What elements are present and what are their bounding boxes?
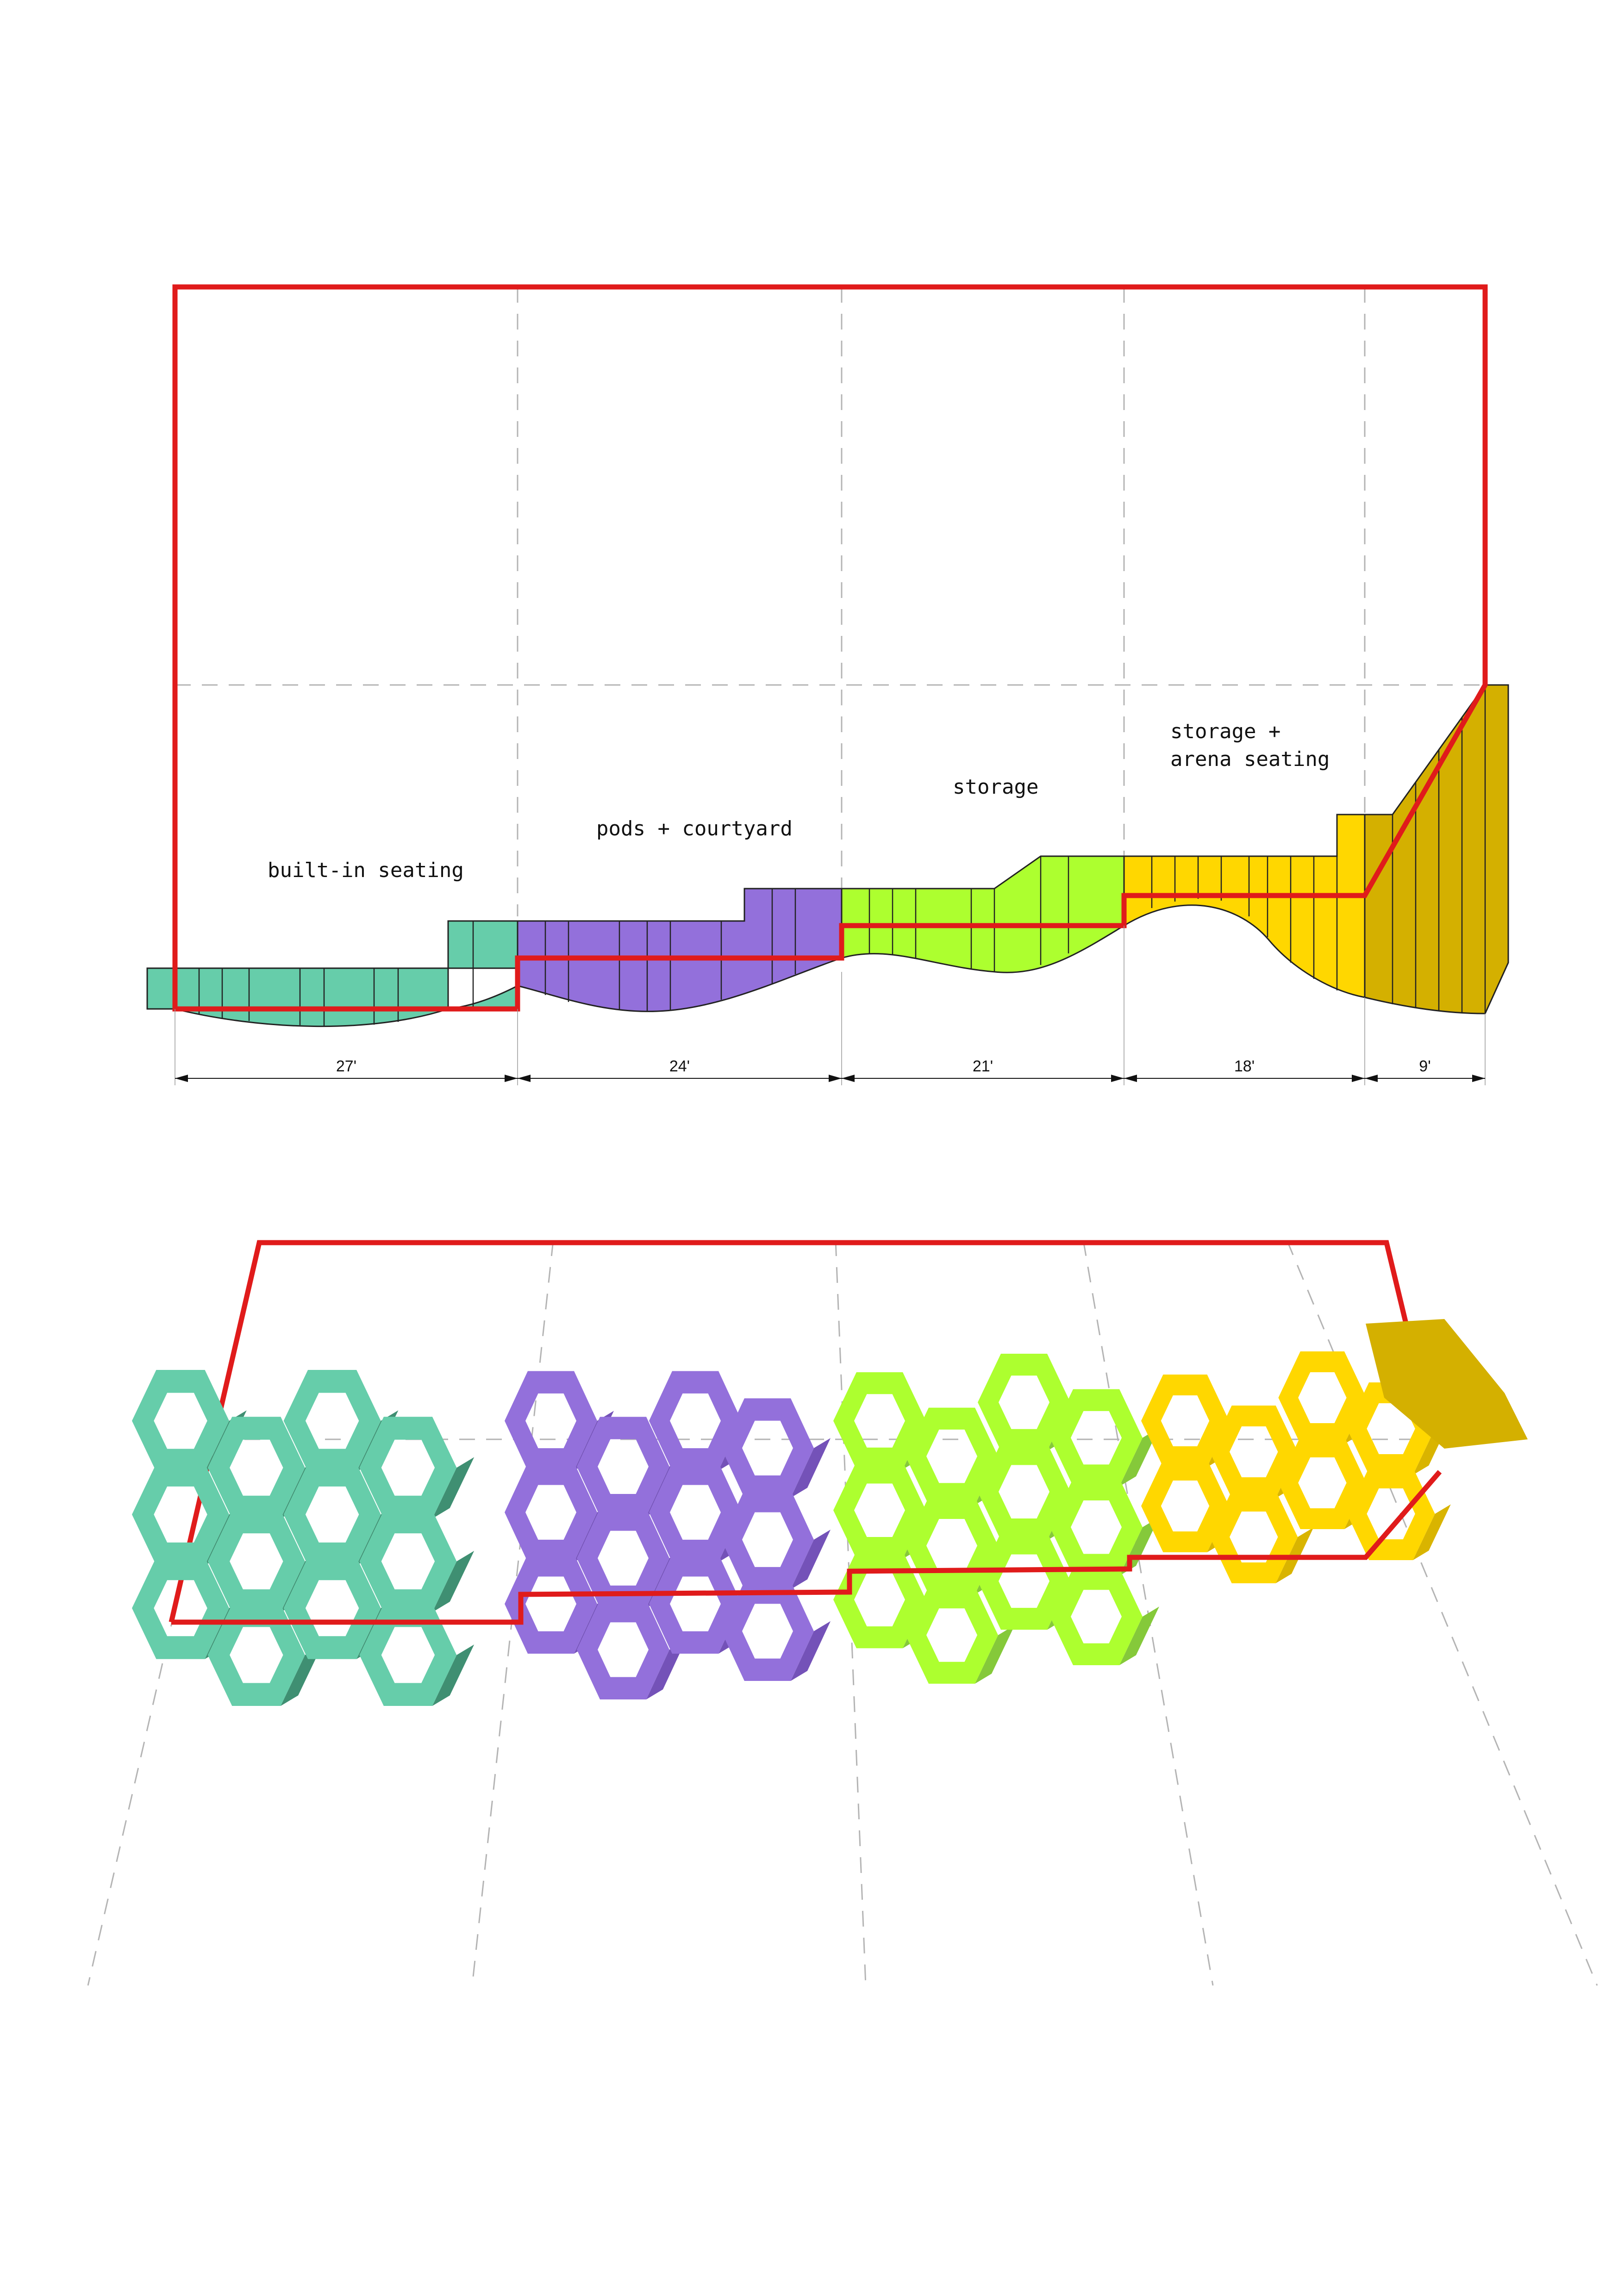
arena-slats bbox=[1151, 856, 1338, 990]
label-built-in-seating: built-in seating bbox=[268, 859, 464, 882]
label-arena-line2: arena seating bbox=[1170, 747, 1330, 771]
zone-pods-courtyard bbox=[517, 888, 843, 1012]
plan-grid-lines bbox=[175, 287, 1481, 916]
axo-storage-cell-3-0 bbox=[1050, 1389, 1159, 1487]
dimension-18ft: 18' bbox=[1234, 1058, 1255, 1075]
zone-storage bbox=[841, 855, 1125, 973]
label-storage: storage bbox=[953, 775, 1038, 799]
zone-built-in-seating bbox=[146, 920, 518, 1027]
axo-arena-modules bbox=[1141, 1319, 1528, 1583]
axo-seating-cell-3-2 bbox=[359, 1604, 475, 1706]
axo-seating-modules bbox=[132, 1370, 475, 1706]
dimension-9ft: 9' bbox=[1419, 1058, 1430, 1075]
dimension-string: 27' 24' 21' 18' 9' bbox=[175, 926, 1486, 1085]
plan-view: built-in seating pods + courtyard storag… bbox=[146, 284, 1509, 1085]
end-slats bbox=[1392, 685, 1486, 1014]
axo-pods-cell-3-2 bbox=[721, 1581, 831, 1681]
label-arena-line1: storage + bbox=[1170, 720, 1280, 743]
seating-slats bbox=[198, 921, 474, 1027]
axo-pods-cell-3-1 bbox=[721, 1490, 831, 1590]
plan-site-boundary bbox=[172, 284, 1488, 1012]
axo-site-boundary-front bbox=[171, 1470, 1442, 1625]
axo-storage-cell-1-2 bbox=[906, 1587, 1015, 1684]
axo-storage-cell-3-1 bbox=[1050, 1478, 1159, 1576]
zone-end-bay bbox=[1364, 684, 1509, 1014]
axo-seating-cell-3-1 bbox=[359, 1510, 475, 1612]
axo-end-bay-slab bbox=[1366, 1319, 1528, 1449]
dimension-21ft: 21' bbox=[973, 1058, 993, 1075]
axo-arena-cell-3-1 bbox=[1347, 1468, 1451, 1560]
axo-storage-cell-3-2 bbox=[1050, 1568, 1159, 1665]
dimension-24ft: 24' bbox=[669, 1058, 690, 1075]
axo-storage-modules bbox=[833, 1354, 1159, 1684]
axo-pods-modules bbox=[505, 1371, 831, 1699]
plan-site-boundary-left bbox=[172, 287, 518, 1012]
axo-pods-cell-3-0 bbox=[721, 1398, 831, 1498]
dimension-27ft: 27' bbox=[336, 1058, 356, 1075]
axo-pods-cell-1-2 bbox=[577, 1600, 686, 1699]
axonometric-view bbox=[87, 1240, 1598, 1986]
zone-storage-arena-seating bbox=[1123, 814, 1366, 998]
axo-seating-cell-1-2 bbox=[207, 1604, 323, 1706]
axo-seating-cell-3-0 bbox=[359, 1417, 475, 1519]
label-pods-courtyard: pods + courtyard bbox=[596, 817, 793, 840]
